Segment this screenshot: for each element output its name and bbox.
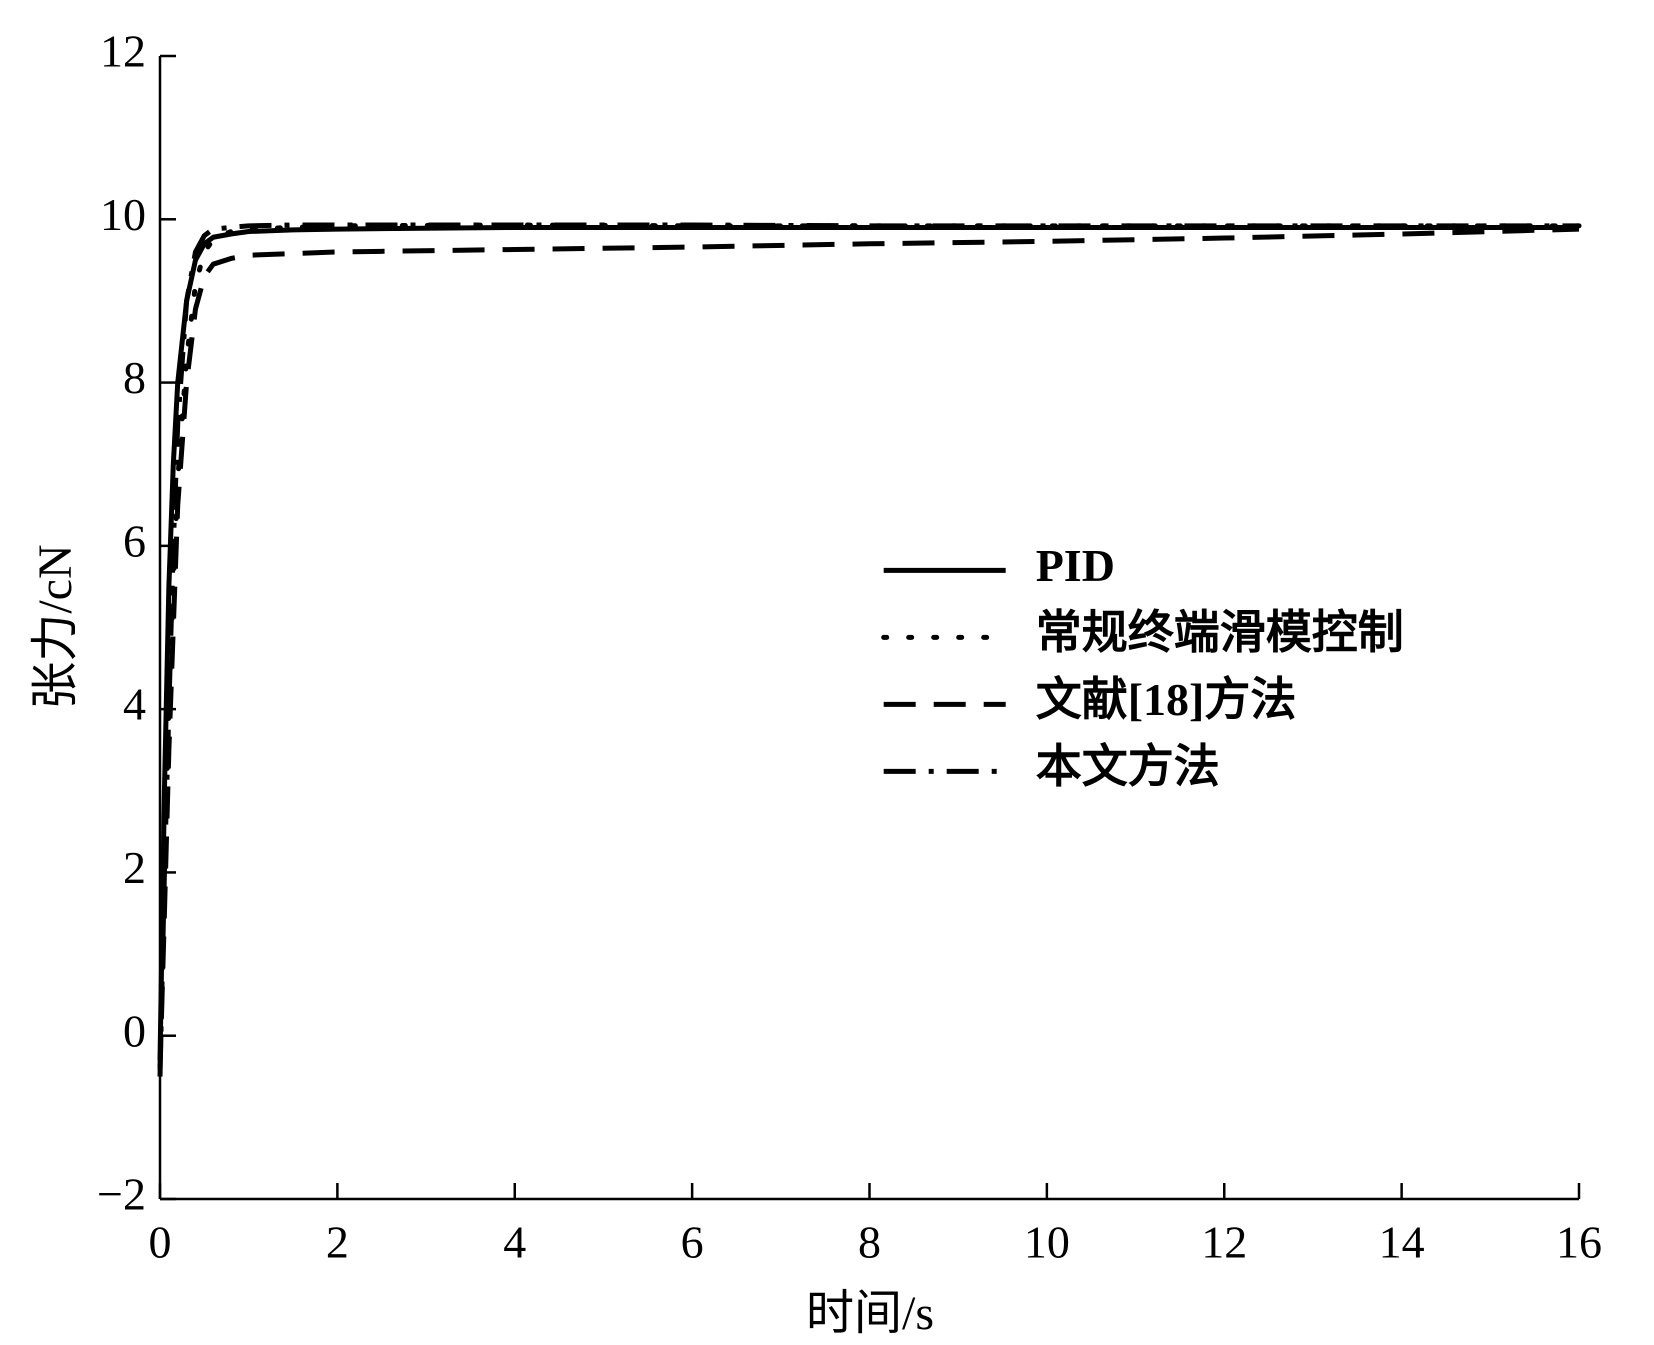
y-tick-label: 4 (123, 679, 146, 730)
legend-label: 文献[18]方法 (1036, 674, 1297, 725)
x-tick-label: 4 (503, 1217, 526, 1268)
x-tick-label: 0 (149, 1217, 172, 1268)
y-tick-label: 6 (123, 515, 146, 566)
x-tick-label: 14 (1379, 1217, 1425, 1268)
x-axis-title: 时间/s (806, 1287, 934, 1340)
x-tick-label: 10 (1024, 1217, 1070, 1268)
y-tick-label: 12 (100, 26, 146, 77)
y-tick-label: 8 (123, 352, 146, 403)
x-tick-label: 16 (1556, 1217, 1602, 1268)
x-tick-label: 8 (858, 1217, 881, 1268)
y-tick-label: 2 (123, 842, 146, 893)
legend-label: 常规终端滑模控制 (1036, 607, 1404, 658)
series-line (157, 222, 1579, 1077)
legend-label: PID (1036, 540, 1115, 591)
y-tick-label: −2 (97, 1169, 146, 1220)
legend-label: 本文方法 (1036, 741, 1220, 792)
x-tick-label: 12 (1201, 1217, 1247, 1268)
y-axis-title: 张力/cN (29, 544, 82, 709)
y-tick-label: 0 (123, 1005, 146, 1056)
x-tick-label: 2 (326, 1217, 349, 1268)
x-tick-label: 6 (681, 1217, 704, 1268)
y-tick-label: 10 (100, 189, 146, 240)
